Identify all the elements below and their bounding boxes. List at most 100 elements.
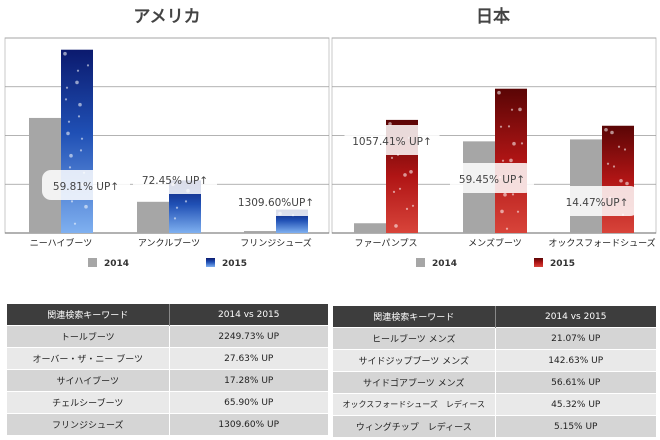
bar-sparkle — [66, 131, 70, 136]
bar-sparkle — [510, 108, 514, 111]
annotation-bubble — [450, 163, 534, 193]
bar-sparkle — [610, 130, 614, 135]
bar-sparkle — [65, 86, 69, 89]
growth-annotation: 72.45% UP↑ — [142, 175, 208, 187]
bar-2015-3 — [602, 125, 634, 233]
growth-cell: 56.61% UP — [495, 371, 656, 394]
table-header-comparison: 2014 vs 2015 — [169, 304, 328, 326]
annotation-bubble — [42, 170, 130, 200]
annotation-bubble — [555, 186, 639, 216]
bar-sparkle — [388, 122, 392, 126]
legend-swatch-2014 — [88, 258, 97, 267]
legend-swatch-2015 — [206, 258, 215, 267]
table-row: チェルシーブーツ 65.90% UP — [7, 391, 328, 414]
bar-sparkle — [184, 200, 188, 203]
table-row: ヒールブーツ メンズ 21.07% UP — [333, 327, 656, 350]
growth-annotation: 1057.41% UP↑ — [352, 136, 432, 148]
table-row: トールブーツ 2249.73% UP — [7, 325, 328, 348]
x-tick-label: メンズブーツ — [468, 237, 522, 249]
table-row: オックスフォードシューズ レディース 45.32% UP — [333, 393, 656, 416]
keyword-cell: ウィングチップ レディース — [333, 415, 496, 437]
bar-sparkle — [73, 222, 77, 225]
bar-sparkle — [392, 190, 396, 193]
table-row: ウィングチップ レディース 5.15% UP — [333, 415, 656, 437]
bar-sparkle — [79, 149, 83, 152]
chart-title: 日本 — [476, 6, 510, 27]
bar-2014-1 — [354, 223, 386, 233]
table-row: サイドゴアブーツ メンズ 56.61% UP — [333, 371, 656, 394]
growth-cell: 1309.60% UP — [169, 413, 328, 435]
bar-sparkle — [77, 115, 81, 118]
table-header-row: 関連検索キーワード 2014 vs 2015 — [333, 306, 656, 328]
table-row: サイハイブーツ 17.28% UP — [7, 369, 328, 392]
bar-sparkle — [409, 170, 413, 174]
bar-sparkle — [505, 227, 509, 230]
keyword-cell: ヒールブーツ メンズ — [333, 327, 496, 350]
bar-2014-2 — [137, 201, 169, 233]
table-header-keyword: 関連検索キーワード — [7, 304, 170, 326]
bar-sparkle — [175, 206, 179, 209]
legend-swatch-2014 — [416, 258, 425, 267]
table-header-row: 関連検索キーワード 2014 vs 2015 — [7, 304, 328, 326]
legend-label-2014: 2014 — [104, 259, 129, 269]
bar-sparkle — [394, 224, 398, 228]
bar-sparkle — [520, 142, 524, 145]
bar-sparkle — [500, 209, 504, 214]
keyword-cell: サイドジップブーツ メンズ — [333, 349, 496, 372]
table-row: フリンジシューズ 1309.60% UP — [7, 413, 328, 435]
bar-sparkle — [75, 80, 79, 85]
bar-sparkle — [398, 187, 402, 190]
bar-2015-1 — [61, 49, 93, 234]
bar-sparkle — [68, 166, 72, 169]
legend-label-2015: 2015 — [550, 259, 575, 269]
bar-sparkle — [497, 90, 501, 95]
table-row: オーバー・ザ・ニー ブーツ 27.63% UP — [7, 347, 328, 370]
bar-sparkle — [405, 207, 409, 210]
usa-keyword-table: 関連検索キーワード 2014 vs 2015 トールブーツ 2249.73% U… — [7, 304, 328, 435]
bar-sparkle — [69, 153, 73, 158]
bar-sparkle — [509, 158, 513, 163]
chart-title: アメリカ — [133, 7, 200, 27]
legend-label-2014: 2014 — [432, 259, 457, 269]
annotation-bubble — [133, 164, 217, 194]
keyword-cell: チェルシーブーツ — [7, 391, 170, 414]
growth-annotation: 14.47%UP↑ — [566, 197, 629, 209]
bar-sparkle — [623, 148, 627, 151]
growth-cell: 2249.73% UP — [169, 325, 328, 348]
bar-sparkle — [173, 217, 177, 220]
x-tick-label: ニーハイブーツ — [30, 237, 92, 249]
bar-sparkle — [86, 64, 90, 67]
keyword-cell: トールブーツ — [7, 325, 170, 348]
bar-sparkle — [63, 51, 67, 56]
growth-cell: 45.32% UP — [495, 393, 656, 416]
keyword-cell: サイハイブーツ — [7, 369, 170, 392]
keyword-cell: オーバー・ザ・ニー ブーツ — [7, 347, 170, 370]
bar-sparkle — [606, 162, 610, 165]
bar-sparkle — [516, 210, 520, 213]
growth-cell: 17.28% UP — [169, 369, 328, 392]
bar-sparkle — [67, 120, 71, 123]
annotation-bubble — [344, 125, 440, 155]
x-tick-label: ファーパンプス — [354, 238, 417, 249]
x-tick-label: アンクルブーツ — [138, 237, 200, 249]
legend-label-2015: 2015 — [222, 259, 247, 269]
keyword-cell: フリンジシューズ — [7, 413, 170, 435]
bar-sparkle — [612, 165, 616, 168]
bar-sparkle — [617, 145, 621, 148]
bar-sparkle — [604, 127, 608, 132]
keyword-cell: オックスフォードシューズ レディース — [333, 393, 496, 416]
bar-sparkle — [512, 141, 516, 146]
annotation-bubble — [230, 186, 322, 216]
bar-sparkle — [503, 192, 507, 197]
bar-sparkle — [84, 204, 88, 209]
bar-sparkle — [619, 178, 623, 183]
bar-sparkle — [501, 159, 505, 162]
growth-annotation: 1309.60%UP↑ — [238, 197, 314, 209]
bar-sparkle — [70, 200, 74, 203]
keyword-cell: サイドゴアブーツ メンズ — [333, 371, 496, 394]
growth-cell: 27.63% UP — [169, 347, 328, 370]
legend-swatch-2015 — [534, 258, 543, 267]
bar-sparkle — [518, 107, 522, 112]
